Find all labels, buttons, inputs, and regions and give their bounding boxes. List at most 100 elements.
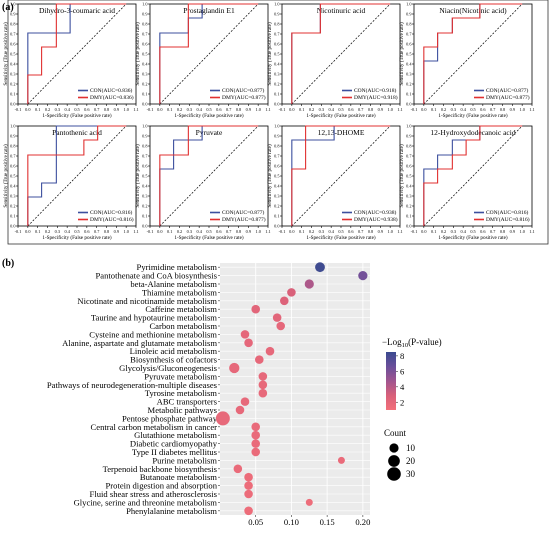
- roc-x-axis-label: 1-Specificity (False positive rate): [438, 112, 508, 119]
- roc-reference-diagonal: [159, 3, 259, 105]
- roc-x-tick-label: 0.2: [45, 229, 50, 234]
- bubble-point: [337, 456, 345, 464]
- roc-y-tick-label: 0.6: [274, 164, 280, 169]
- roc-y-tick-label: 0.1: [142, 214, 147, 219]
- roc-x-tick-label: 0.9: [246, 107, 251, 112]
- roc-legend-label: DMY(AUC=0.938): [354, 216, 398, 223]
- size-legend-label: 10: [406, 443, 416, 453]
- roc-y-axis-label: Sensitivity (True positive rate): [398, 22, 405, 86]
- roc-x-tick-label: 0.2: [309, 229, 314, 234]
- roc-curve-dmy: [423, 3, 523, 104]
- roc-x-tick-label: -0.1: [147, 107, 154, 112]
- roc-x-tick-label: 1.0: [519, 107, 524, 112]
- panel-a-frame: [7, 0, 549, 245]
- bubble-point: [240, 397, 250, 406]
- roc-y-tick-label: 0.8: [142, 22, 147, 27]
- roc-reference-diagonal: [27, 3, 127, 105]
- roc-chart-6: 12,13-DHOME 0.0 0.1 0.2 0.3 0.4 0.5 0.6 0.7 0.8 0.…: [266, 124, 403, 242]
- roc-y-tick-label: 0.0: [142, 102, 147, 107]
- bubble-term-label: Taurine and hypotaurine metabolism: [91, 313, 217, 323]
- roc-x-tick-label: 0.2: [309, 107, 314, 112]
- roc-y-tick-label: 0.5: [274, 174, 279, 179]
- roc-x-tick-label: 1.1: [397, 107, 402, 112]
- roc-y-tick-label: 0.2: [406, 204, 411, 209]
- roc-x-tick-label: -0.1: [15, 229, 22, 234]
- roc-x-tick-label: 1.0: [123, 229, 128, 234]
- roc-x-tick-label: 0.9: [114, 107, 119, 112]
- roc-x-tick-label: 0.9: [378, 107, 383, 112]
- roc-reference-diagonal: [27, 125, 127, 227]
- roc-y-tick-label: 0.8: [10, 144, 15, 149]
- roc-reference-diagonal: [291, 125, 391, 227]
- roc-legend-label: DMY(AUC=0.816): [90, 216, 134, 223]
- bubble-term-label: Fluid shear stress and atherosclerosis: [90, 489, 218, 499]
- roc-x-tick-label: 0.8: [368, 229, 373, 234]
- roc-x-tick-label: 0.3: [451, 107, 456, 112]
- roc-y-tick-label: 0.9: [10, 134, 15, 139]
- roc-title: 12-Hydroxydodecanoic acid: [430, 128, 515, 137]
- roc-x-tick-label: 0.7: [490, 107, 496, 112]
- roc-x-tick-label: -0.1: [411, 107, 418, 112]
- roc-y-tick-label: 0.5: [406, 174, 411, 179]
- roc-x-tick-label: 0.5: [470, 107, 475, 112]
- roc-x-tick-label: 0.1: [431, 107, 436, 112]
- roc-y-tick-label: 0.9: [10, 12, 15, 17]
- roc-x-tick-label: 0.1: [167, 229, 172, 234]
- roc-y-tick-label: 0.1: [274, 92, 279, 97]
- roc-y-axis-label: Sensitivity (True positive rate): [2, 22, 9, 86]
- roc-curve-dmy: [27, 125, 127, 226]
- roc-chart-0: Dihydro-3-coumaric acid 0.0 0.1 0.2 0.3 0.4 0.…: [2, 2, 139, 120]
- roc-x-tick-label: 1.0: [387, 107, 392, 112]
- roc-x-tick-label: 0.4: [460, 229, 466, 234]
- roc-y-tick-label: 0.2: [274, 204, 279, 209]
- roc-x-tick-label: 0.1: [35, 229, 40, 234]
- roc-x-tick-label: 0.0: [289, 229, 294, 234]
- roc-x-tick-label: 0.8: [500, 229, 505, 234]
- roc-y-tick-label: 0.3: [10, 194, 15, 199]
- bubble-point: [272, 313, 282, 322]
- roc-x-axis-label: 1-Specificity (False positive rate): [438, 234, 508, 241]
- roc-x-axis-label: 1-Specificity (False positive rate): [306, 112, 376, 119]
- roc-legend-label: CON(AUC=0.918): [354, 87, 397, 94]
- bubble-term-label: Phenylalanine metabolism: [126, 506, 217, 516]
- bubble-term-label: Pantothenate and CoA biosynthesis: [96, 271, 218, 281]
- roc-y-tick-label: 0.5: [406, 52, 411, 57]
- roc-x-tick-label: 0.3: [55, 107, 60, 112]
- roc-legend-label: DMY(AUC=0.918): [354, 94, 398, 101]
- roc-y-tick-label: 0.9: [274, 134, 279, 139]
- roc-x-tick-label: 0.7: [490, 229, 496, 234]
- roc-panels: Dihydro-3-coumaric acid 0.0 0.1 0.2 0.3 0.4 0.…: [2, 2, 535, 242]
- roc-title: Dihydro-3-coumaric acid: [39, 6, 115, 15]
- roc-x-tick-label: 0.2: [177, 229, 182, 234]
- roc-y-axis-label: Sensitivity (True positive rate): [2, 144, 9, 208]
- bubble-term-label: Butanoate metabolism: [140, 472, 217, 482]
- roc-y-tick-label: 0.2: [406, 82, 411, 87]
- bubble-point: [254, 355, 264, 364]
- roc-title: Nicotinuric acid: [317, 6, 366, 15]
- roc-x-tick-label: 1.1: [133, 229, 138, 234]
- bubble-term-label: Protein digestion and absorption: [106, 481, 218, 491]
- roc-y-tick-label: 1.0: [142, 2, 147, 7]
- roc-x-tick-label: 0.7: [226, 107, 232, 112]
- bubble-term-label: Purine metabolism: [152, 455, 217, 465]
- bubble-point: [251, 304, 261, 314]
- roc-y-tick-label: 0.4: [142, 62, 148, 67]
- roc-y-tick-label: 0.3: [274, 194, 279, 199]
- bubble-point: [251, 447, 261, 457]
- bubble-term-label: Central carbon metabolism in cancer: [91, 422, 218, 432]
- roc-x-tick-label: 0.3: [319, 107, 324, 112]
- roc-y-tick-label: 0.6: [406, 164, 412, 169]
- bubble-point: [244, 472, 253, 482]
- roc-x-tick-label: 1.1: [265, 107, 270, 112]
- roc-y-tick-label: 0.0: [274, 102, 279, 107]
- roc-x-tick-label: 0.7: [358, 229, 364, 234]
- roc-y-tick-label: 0.1: [10, 92, 15, 97]
- roc-x-tick-label: 0.4: [64, 107, 70, 112]
- roc-x-tick-label: 0.6: [84, 107, 90, 112]
- roc-x-tick-label: 0.4: [460, 107, 466, 112]
- roc-x-tick-label: 0.7: [358, 107, 364, 112]
- bubble-point: [276, 321, 286, 331]
- roc-y-axis-label: Sensitivity (True positive rate): [134, 144, 141, 208]
- roc-reference-diagonal: [159, 125, 259, 227]
